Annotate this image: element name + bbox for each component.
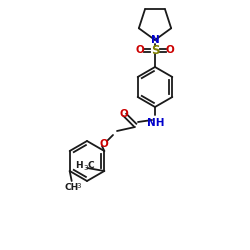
Text: NH: NH	[147, 118, 165, 128]
Text: 3: 3	[77, 183, 81, 189]
Text: O: O	[136, 45, 144, 55]
Text: O: O	[166, 45, 174, 55]
Text: CH: CH	[64, 183, 79, 192]
Text: 3: 3	[83, 165, 88, 171]
Text: N: N	[150, 35, 160, 45]
Text: S: S	[151, 44, 159, 57]
Text: C: C	[87, 162, 94, 170]
Text: H: H	[75, 162, 82, 170]
Text: O: O	[100, 139, 108, 149]
Text: O: O	[120, 109, 128, 119]
